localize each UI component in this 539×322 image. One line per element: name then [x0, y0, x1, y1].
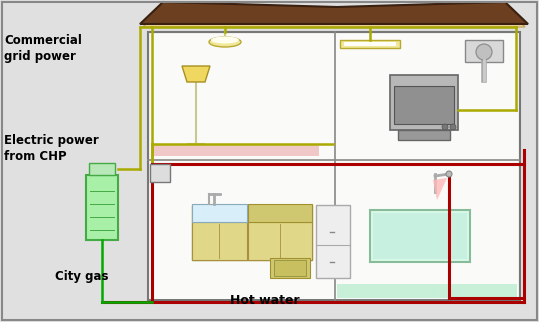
Circle shape — [450, 124, 456, 130]
Text: Commercial
grid power: Commercial grid power — [4, 34, 82, 63]
Bar — [394, 86, 454, 124]
Bar — [340, 40, 400, 48]
Bar — [248, 204, 312, 222]
Text: Hot water: Hot water — [230, 294, 300, 307]
Polygon shape — [140, 2, 528, 24]
Text: City gas: City gas — [55, 270, 108, 283]
Circle shape — [442, 124, 448, 130]
Bar — [150, 161, 334, 299]
Ellipse shape — [476, 44, 492, 60]
Bar — [86, 175, 118, 240]
Bar — [370, 210, 470, 262]
Bar — [148, 32, 520, 300]
Bar — [248, 222, 312, 260]
Bar — [337, 284, 517, 298]
Polygon shape — [143, 10, 525, 27]
Text: Electric power
from CHP: Electric power from CHP — [4, 134, 99, 163]
Bar — [390, 75, 458, 130]
Ellipse shape — [209, 37, 241, 47]
Bar — [192, 222, 247, 260]
Ellipse shape — [211, 36, 239, 43]
Bar — [270, 258, 310, 278]
Bar — [150, 164, 170, 182]
Bar — [150, 34, 334, 159]
Bar — [465, 40, 503, 62]
Bar — [336, 34, 518, 159]
Circle shape — [446, 171, 452, 177]
Bar — [336, 161, 518, 299]
Bar — [192, 204, 247, 222]
Bar — [89, 163, 115, 175]
Bar — [316, 205, 350, 278]
Bar — [152, 144, 319, 156]
Bar — [192, 205, 312, 260]
Bar — [274, 260, 306, 276]
Bar — [373, 213, 467, 259]
Bar — [398, 130, 450, 140]
Bar — [344, 42, 396, 46]
Polygon shape — [182, 66, 210, 82]
Polygon shape — [433, 178, 447, 200]
